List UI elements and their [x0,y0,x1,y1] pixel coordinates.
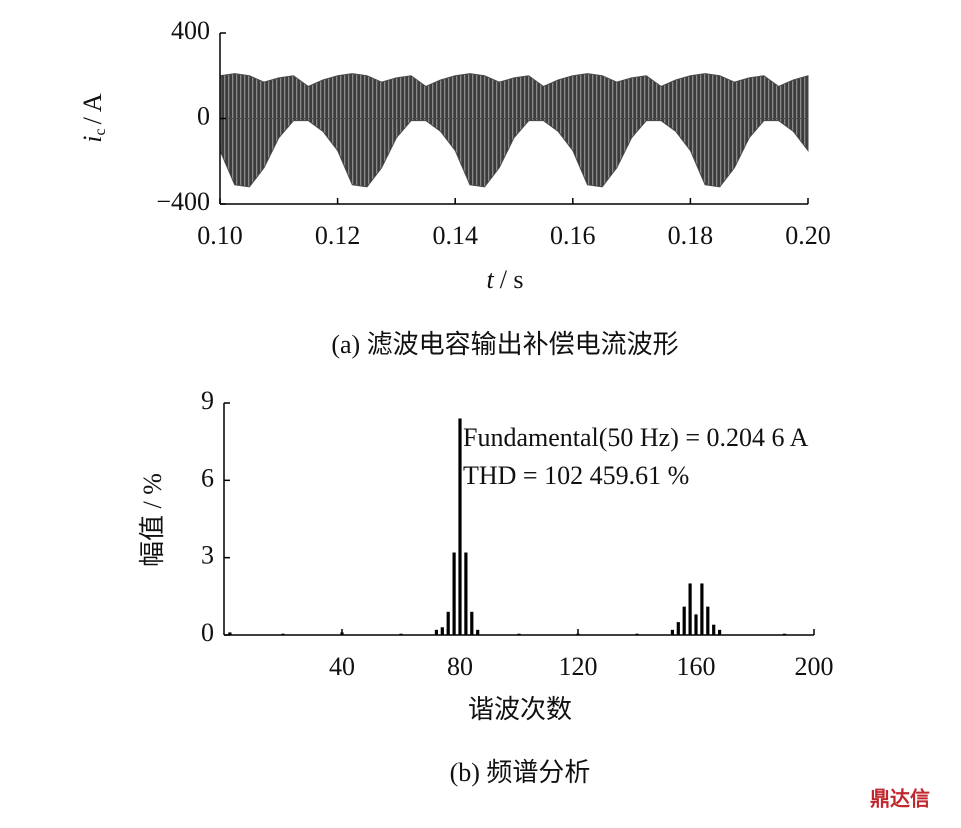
y-label-unit: / A [78,93,107,124]
y-axis-label: 幅值 / % [138,473,167,567]
x-tick-label: 80 [447,652,473,681]
caption: (b) 频谱分析 [450,758,591,787]
bar [452,552,456,635]
waveform-area [219,73,809,119]
watermark: 鼎达信 [870,787,930,811]
y-tick-label: 0 [201,618,214,647]
x-tick-label: 0.20 [785,221,831,250]
y-tick-label: 9 [201,386,214,415]
y-axis-label: ic / A [78,93,109,143]
caption: (a) 滤波电容输出补偿电流波形 [331,330,678,359]
y-tick-label: 3 [201,541,214,570]
bar [718,629,722,635]
waveform-area [219,118,809,188]
bar [688,583,692,635]
bar [458,418,462,635]
annotation: Fundamental(50 Hz) = 0.204 6 A [463,423,809,452]
x-tick-label: 120 [559,652,598,681]
x-tick-label: 0.10 [197,221,243,250]
bar [712,624,716,635]
bar [476,629,480,635]
y-tick-label: −400 [156,187,210,216]
y-tick-label: 0 [197,101,210,130]
x-label-var: t [486,265,494,294]
bar [464,552,468,635]
x-tick-label: 0.12 [315,221,361,250]
bar [694,614,698,635]
x-axis-label: 谐波次数 [468,695,572,724]
bar [700,583,704,635]
bar [706,606,710,635]
x-tick-label: 0.14 [432,221,478,250]
bar [676,622,680,635]
annotation: THD = 102 459.61 % [463,461,689,490]
y-label-var: i [78,135,107,142]
bar [670,629,674,635]
x-tick-label: 200 [795,652,834,681]
x-axis-label: t / s [486,265,523,294]
x-tick-label: 40 [329,652,355,681]
y-tick-label: 400 [171,16,210,45]
y-tick-label: 6 [201,463,214,492]
x-tick-label: 0.16 [550,221,596,250]
x-label-unit: / s [500,265,524,294]
bar [470,611,474,635]
y-label-sub: c [92,128,109,135]
x-tick-label: 0.18 [668,221,714,250]
bar [682,606,686,635]
x-tick-label: 160 [677,652,716,681]
bar [446,611,450,635]
bar [440,627,444,635]
bar [228,632,232,635]
bar [434,629,438,635]
